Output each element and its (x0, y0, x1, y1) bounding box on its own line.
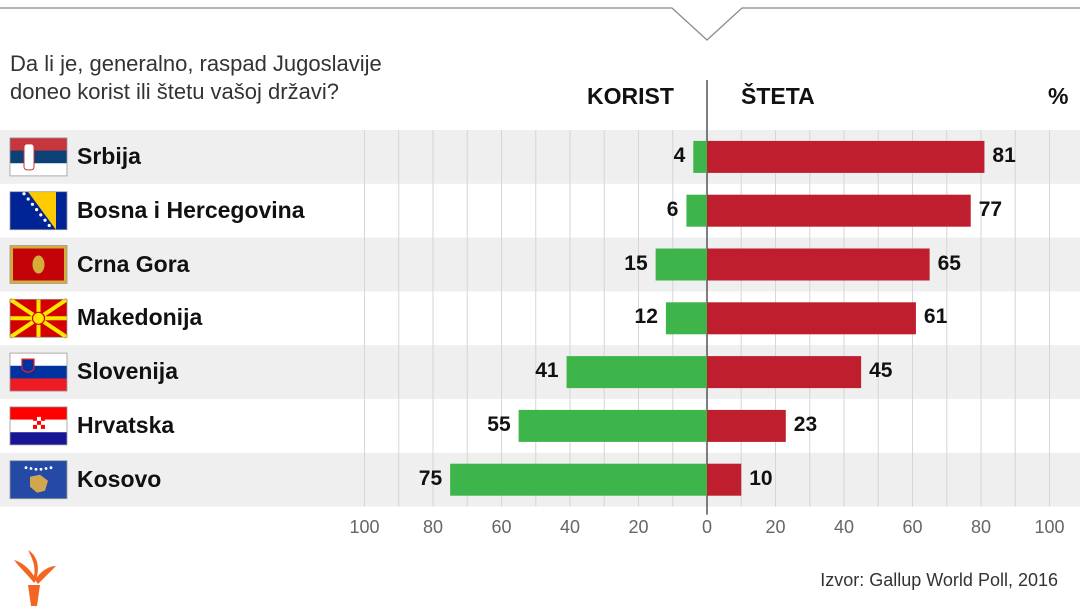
serbia-flag-icon (9, 137, 68, 177)
top-rule (0, 7, 1080, 41)
x-tick-label: 0 (701, 517, 713, 537)
croatia-flag-icon (9, 406, 68, 446)
korist-bar (655, 248, 707, 281)
steta-value-label: 81 (992, 143, 1016, 167)
source-note: Izvor: Gallup World Poll, 2016 (820, 570, 1058, 590)
x-tick-label: 20 (765, 517, 786, 537)
montenegro-flag-icon (9, 245, 68, 284)
steta-bar (707, 248, 930, 281)
x-tick-label: 40 (833, 517, 855, 537)
country-label: Bosna i Hercegovina (77, 196, 305, 223)
korist-bar (686, 194, 707, 227)
x-tick-label: 80 (970, 517, 992, 537)
steta-value-label: 45 (869, 359, 893, 383)
steta-value-label: 65 (937, 251, 961, 275)
x-tick-label: 80 (422, 517, 444, 537)
steta-value-label: 23 (793, 412, 818, 436)
steta-value-label: 61 (923, 305, 948, 329)
country-label: Hrvatska (77, 411, 175, 438)
slovenia-flag-icon (9, 352, 68, 392)
x-tick-label: 60 (902, 517, 923, 537)
row-band (0, 345, 1080, 399)
country-label: Slovenija (77, 358, 178, 385)
korist-value-label: 75 (418, 466, 443, 490)
title-line-2: doneo korist ili štetu vašoj državi? (10, 79, 339, 104)
steta-bar (707, 409, 786, 442)
title-line-1: Da li je, generalno, raspad Jugoslavije (10, 51, 382, 76)
korist-value-label: 55 (487, 412, 511, 436)
steta-bar (707, 463, 742, 496)
steta-bar (707, 302, 916, 335)
country-label: Makedonija (77, 304, 203, 331)
steta-bar (707, 140, 985, 173)
korist-bar (693, 140, 707, 173)
korist-bar (450, 463, 707, 496)
steta-bar (707, 356, 862, 389)
rfe-torch-logo-icon (14, 550, 56, 606)
bosnia-flag-icon (9, 191, 68, 231)
steta-bar (707, 194, 971, 227)
kosovo-flag-icon (9, 460, 68, 500)
country-label: Crna Gora (77, 250, 190, 277)
korist-value-label: 4 (673, 143, 686, 167)
x-tick-label: 20 (628, 517, 649, 537)
x-tick-label: 60 (491, 517, 512, 537)
x-tick-label: 40 (559, 517, 581, 537)
steta-value-label: 77 (978, 197, 1003, 221)
country-label: Kosovo (77, 465, 162, 492)
korist-header: KORIST (587, 83, 674, 109)
korist-value-label: 41 (535, 359, 559, 383)
country-label: Srbija (77, 142, 141, 169)
korist-value-label: 12 (634, 305, 658, 329)
korist-bar (566, 356, 707, 389)
korist-bar (518, 409, 707, 442)
steta-value-label: 10 (749, 466, 773, 490)
x-tick-label: 100 (349, 517, 380, 537)
steta-header: ŠTETA (741, 83, 815, 109)
korist-bar (665, 302, 707, 335)
korist-value-label: 15 (624, 251, 648, 275)
macedonia-flag-icon (8, 297, 69, 339)
korist-value-label: 6 (666, 197, 679, 221)
chart-title: Da li je, generalno, raspad Jugoslavije … (10, 50, 382, 106)
x-tick-label: 100 (1034, 517, 1065, 537)
percent-header: % (1048, 83, 1069, 109)
